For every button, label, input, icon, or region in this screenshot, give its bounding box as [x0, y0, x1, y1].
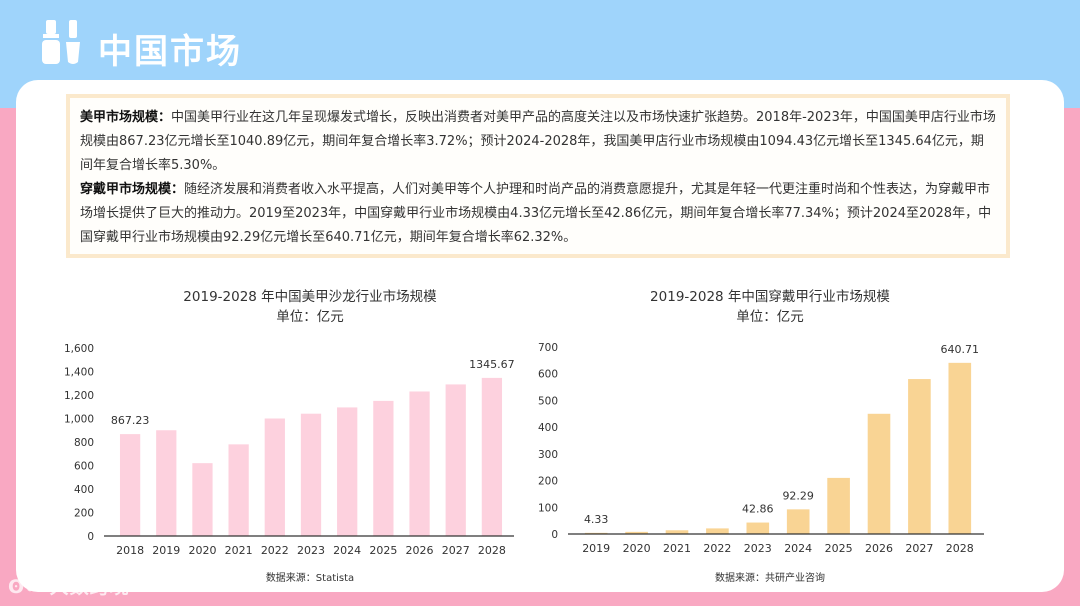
nail-polish-icon: [42, 20, 80, 64]
chart1-x-tick: 2024: [333, 544, 361, 557]
chart2-y-tick: 200: [538, 476, 558, 488]
chart1-x-tick: 2025: [369, 544, 397, 557]
chart1-x-tick: 2021: [225, 544, 253, 557]
chart2-y-tick: 100: [538, 502, 558, 514]
page-title: 中国市场: [98, 32, 242, 72]
chart2-y-tick: 400: [538, 422, 558, 434]
chart1-bar: [300, 413, 322, 536]
chart2-y-tick: 500: [538, 395, 558, 407]
chart1-x-tick: 2022: [261, 544, 289, 557]
chart1-x-tick: 2023: [297, 544, 325, 557]
nail-market-text: 中国美甲行业在这几年呈现爆发式增长，反映出消费者对美甲产品的高度关注以及市场快速…: [80, 110, 996, 173]
chart1-bar: [409, 391, 430, 536]
chart1-y-tick: 1,200: [64, 390, 94, 402]
watermark-logo-icon: ʘ∞: [8, 576, 50, 598]
chart2-x-tick: 2019: [582, 542, 610, 555]
chart2-bar: [746, 522, 770, 534]
chart2-y-tick: 0: [551, 529, 558, 541]
chart1-y-tick: 400: [74, 484, 94, 496]
chart2-bar: [625, 531, 648, 534]
chart2-bar: [908, 379, 931, 534]
chart1-title: 2019-2028 年中国美甲沙龙行业市场规模: [183, 289, 437, 305]
chart2-bar: [867, 413, 891, 534]
nail-market-heading: 美甲市场规模：: [80, 110, 172, 125]
chart2-svg: 0 100 200 300 400 500 600 700 2019 4.33 2020 2021 20…: [538, 342, 984, 555]
press-on-market-text: 随经济发展和消费者收入水平提高，人们对美甲等个人护理和时尚产品的消费意愿提升，尤…: [80, 182, 992, 245]
watermark-text: 大数跨境: [49, 576, 130, 598]
chart1-data-label: 1345.67: [469, 358, 514, 371]
press-on-market-paragraph: 穿戴甲市场规模：随经济发展和消费者收入水平提高，人们对美甲等个人护理和时尚产品的…: [80, 178, 996, 250]
chart2-data-label: 640.71: [941, 343, 980, 356]
chart2-x-tick: 2025: [825, 542, 853, 555]
chart2-data-label: 42.86: [742, 503, 774, 516]
chart1-y-tick: 0: [87, 531, 94, 543]
chart1-bar: [481, 377, 503, 536]
chart1-y-tick: 1,600: [64, 343, 94, 355]
press-on-market-heading: 穿戴甲市场规模：: [80, 182, 185, 197]
chart1-bar: [337, 407, 358, 536]
chart1-title-block: 2019-2028 年中国美甲沙龙行业市场规模 单位：亿元: [130, 287, 490, 327]
chart1-bar: [192, 463, 213, 536]
nail-market-paragraph: 美甲市场规模：中国美甲行业在这几年呈现爆发式增长，反映出消费者对美甲产品的高度关…: [80, 106, 996, 178]
chart2-bar: [706, 528, 729, 534]
chart1-bar: [445, 384, 466, 536]
chart1-bar: [119, 434, 141, 536]
chart1-unit: 单位：亿元: [276, 309, 344, 325]
chart2-data-label: 4.33: [584, 513, 609, 526]
chart2-title-block: 2019-2028 年中国穿戴甲行业市场规模 单位：亿元: [590, 287, 950, 327]
chart1-x-tick: 2026: [406, 544, 434, 557]
chart2-title: 2019-2028 年中国穿戴甲行业市场规模: [650, 289, 890, 305]
chart2-x-tick: 2027: [905, 542, 933, 555]
summary-text-box: 美甲市场规模：中国美甲行业在这几年呈现爆发式增长，反映出消费者对美甲产品的高度关…: [66, 94, 1010, 258]
chart1-y-tick: 1,000: [64, 414, 94, 426]
chart2-unit: 单位：亿元: [736, 309, 804, 325]
chart2-x-tick: 2020: [623, 542, 651, 555]
chart1-y-tick: 200: [74, 508, 94, 520]
watermark: ʘ∞ 大数跨境: [8, 572, 130, 599]
chart1-x-tick: 2028: [478, 544, 506, 557]
chart2-x-tick: 2028: [946, 542, 974, 555]
chart2-x-tick: 2023: [744, 542, 772, 555]
chart2-bar: [827, 477, 850, 534]
chart1-x-tick: 2027: [442, 544, 470, 557]
chart1-svg: 0 200 400 600 800 1,000 1,200 1,400 1,600 2018 867…: [64, 343, 515, 557]
chart1-x-tick: 2020: [188, 544, 216, 557]
chart2-data-label: 92.29: [782, 489, 814, 502]
chart1-bar: [373, 400, 394, 536]
chart2-x-tick: 2026: [865, 542, 893, 555]
chart2-y-tick: 300: [538, 449, 558, 461]
chart2-x-tick: 2024: [784, 542, 812, 555]
chart1-bar: [264, 418, 285, 536]
chart1-source: 数据来源：Statista: [265, 573, 355, 584]
chart2-x-tick: 2021: [663, 542, 691, 555]
chart2-source: 数据来源：共研产业咨询: [715, 573, 825, 584]
chart2-y-tick: 700: [538, 342, 558, 354]
chart1-y-tick: 1,400: [64, 367, 94, 379]
chart2-y-tick: 600: [538, 369, 558, 381]
chart2-bar: [948, 362, 972, 534]
chart1-data-label: 867.23: [111, 414, 150, 427]
chart1-y-tick: 800: [74, 437, 94, 449]
chart1-y-tick: 600: [74, 461, 94, 473]
chart2-bar: [665, 530, 689, 534]
chart1-bar: [156, 430, 177, 536]
chart1-bar: [228, 444, 249, 536]
chart2-x-tick: 2022: [703, 542, 731, 555]
chart1-x-tick: 2018: [116, 544, 144, 557]
chart2-bar: [786, 509, 810, 534]
chart1-x-tick: 2019: [152, 544, 180, 557]
